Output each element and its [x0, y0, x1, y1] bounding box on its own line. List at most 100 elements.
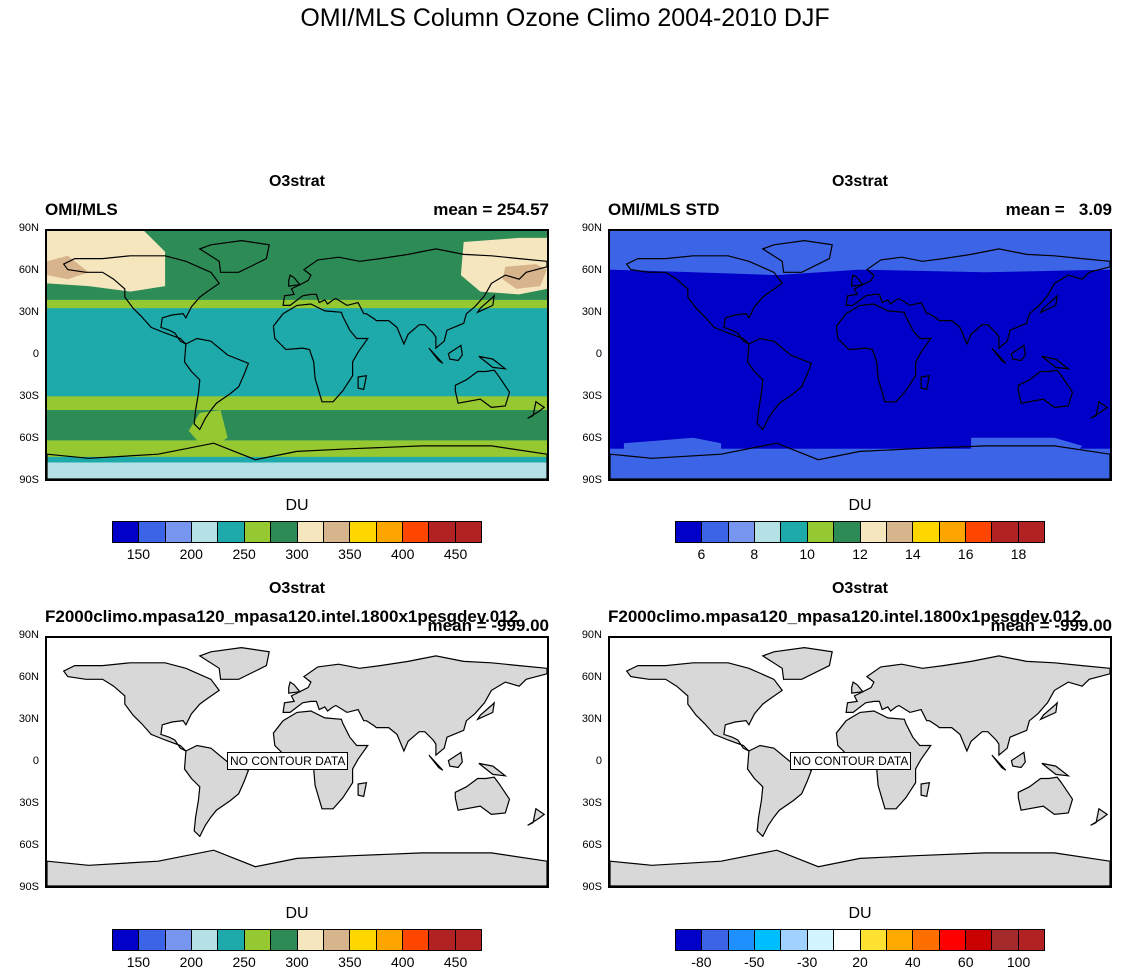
- latitude-label: 60N: [18, 264, 39, 276]
- latitude-label: 30N: [18, 713, 39, 725]
- latitude-label: 60S: [19, 432, 39, 444]
- coastline: [1090, 807, 1109, 826]
- colorbar: [112, 521, 482, 543]
- latitude-label: 0: [32, 755, 39, 767]
- colorbar-swatch: [1018, 930, 1045, 950]
- coastline: [625, 662, 784, 752]
- coastline: [1041, 355, 1071, 370]
- colorbar-label: 200: [179, 954, 203, 970]
- coastline: [357, 374, 368, 391]
- colorbar-label: -80: [691, 954, 712, 970]
- colorbar-label: 150: [126, 546, 151, 562]
- coastline: [47, 442, 547, 479]
- latitude-label: 90S: [19, 881, 39, 893]
- coastline: [851, 681, 864, 694]
- coastline: [47, 849, 547, 886]
- coastline: [288, 274, 301, 287]
- panel-mean-string: mean = -999.00: [990, 616, 1112, 635]
- panel-left-string: OMI/MLS: [45, 200, 118, 219]
- coastline: [478, 355, 508, 370]
- latitude-label: 90N: [581, 629, 602, 641]
- coastline: [428, 754, 444, 771]
- coastline: [991, 347, 1007, 364]
- colorbar: [112, 929, 482, 951]
- colorbar-label: 300: [285, 546, 309, 562]
- coastline: [1038, 294, 1059, 314]
- map-plot-area: [45, 229, 549, 481]
- colorbar-swatch: [755, 930, 782, 950]
- colorbar-swatch: [139, 522, 166, 542]
- panel-left-string: F2000climo.mpasa120_mpasa120.intel.1800x…: [608, 607, 1082, 626]
- coastline: [920, 374, 931, 391]
- latitude-label: 0: [595, 348, 602, 360]
- colorbar-label: 450: [443, 546, 468, 562]
- coastline: [288, 681, 301, 694]
- coastline: [761, 239, 833, 273]
- colorbar-label: 300: [285, 954, 309, 970]
- coastline: [851, 274, 864, 287]
- colorbar-label: 40: [905, 954, 921, 970]
- colorbar-swatch: [728, 930, 756, 950]
- colorbar-swatch: [781, 522, 808, 542]
- figure-title: OMI/MLS Column Ozone Climo 2004-2010 DJF: [300, 4, 830, 32]
- colorbar-swatch: [113, 522, 140, 542]
- colorbar-swatch: [297, 522, 324, 542]
- colorbar-label: 18: [1010, 546, 1027, 562]
- colorbar-label: 16: [957, 546, 974, 562]
- coastline: [62, 662, 221, 752]
- colorbar-swatch: [676, 930, 703, 950]
- colorbar-label: 250: [232, 546, 256, 562]
- coastline: [835, 303, 932, 403]
- no-contour-data-label: NO CONTOUR DATA: [227, 752, 349, 770]
- colorbar-swatch: [244, 930, 272, 950]
- latitude-label: 30S: [19, 390, 39, 402]
- colorbar-swatch: [323, 930, 351, 950]
- panel-variable-title: O3strat: [268, 580, 326, 597]
- colorbar: [675, 521, 1045, 543]
- colorbar-swatch: [834, 522, 861, 542]
- colorbar-swatch: [350, 930, 377, 950]
- colorbar-swatch: [350, 522, 377, 542]
- colorbar-swatch: [834, 930, 861, 950]
- colorbar-swatch: [192, 930, 219, 950]
- colorbar-swatch: [376, 522, 403, 542]
- colorbar-swatch: [244, 522, 272, 542]
- colorbar-swatch: [676, 522, 703, 542]
- colorbar-label: 100: [1006, 954, 1031, 970]
- no-contour-data-label: NO CONTOUR DATA: [790, 752, 912, 770]
- coastline: [1017, 369, 1074, 409]
- map-plot-area: [608, 229, 1112, 481]
- colorbar-swatch: [271, 930, 298, 950]
- colorbar-swatch: [807, 522, 835, 542]
- panel-left-string: OMI/MLS STD: [608, 200, 720, 219]
- world-map: [47, 231, 547, 479]
- colorbar-swatch: [1018, 522, 1045, 542]
- latitude-label: 0: [595, 755, 602, 767]
- coastline: [527, 807, 546, 826]
- colorbar-label: -30: [797, 954, 818, 970]
- colorbar-label: 14: [905, 546, 921, 562]
- colorbar-swatch: [702, 930, 729, 950]
- colorbar-units: DU: [848, 497, 872, 514]
- colorbar-swatch: [165, 930, 193, 950]
- colorbar-swatch: [402, 522, 430, 542]
- colorbar-label: 200: [179, 546, 203, 562]
- colorbar-label: 450: [443, 954, 468, 970]
- panel-variable-title: O3strat: [831, 173, 889, 190]
- colorbar-label: 20: [852, 954, 868, 970]
- colorbar-swatch: [165, 522, 193, 542]
- coastline: [991, 754, 1007, 771]
- latitude-label: 60N: [18, 671, 39, 683]
- colorbar-swatch: [992, 930, 1019, 950]
- panel-left-string: F2000climo.mpasa120_mpasa120.intel.1800x…: [45, 607, 519, 626]
- panel-variable-title: O3strat: [268, 173, 326, 190]
- coastline: [282, 655, 547, 757]
- coastline: [198, 239, 270, 273]
- latitude-label: 90N: [18, 222, 39, 234]
- colorbar-label: 400: [391, 546, 415, 562]
- colorbar-label: 6: [697, 546, 706, 562]
- colorbar-label: 60: [957, 954, 974, 970]
- coastline: [746, 337, 813, 431]
- colorbar-label: 400: [391, 954, 415, 970]
- coastline: [447, 751, 463, 769]
